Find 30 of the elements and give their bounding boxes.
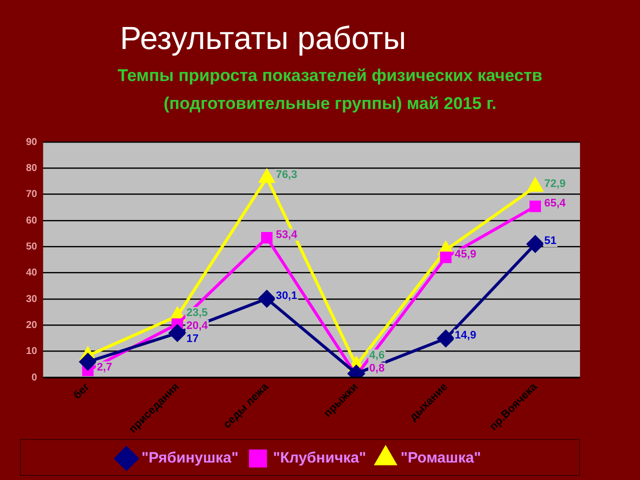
legend-label: "Рябинушка" <box>141 450 238 467</box>
data-label: 17 <box>186 333 199 346</box>
y-tick-label: 40 <box>26 268 38 279</box>
y-tick-label: 50 <box>26 241 38 252</box>
chart-title: Результаты работы <box>120 20 406 57</box>
data-label: 45,9 <box>454 248 476 260</box>
y-tick-label: 0 <box>32 372 38 384</box>
data-label: 30,1 <box>276 290 298 302</box>
data-label: 65,4 <box>544 197 567 210</box>
data-label: 76,3 <box>276 168 298 181</box>
data-label: 4,6 <box>369 350 385 362</box>
y-tick-label: 30 <box>26 294 38 305</box>
chart-subtitle: Темпы прироста показателей физических качеств (подготовительные группы) май 2015 г. <box>116 65 544 115</box>
y-tick-label: 70 <box>26 189 38 200</box>
y-tick-label: 60 <box>26 215 38 226</box>
y-tick-label: 90 <box>26 136 38 148</box>
data-label: 2,7 <box>96 361 112 374</box>
y-tick-label: 20 <box>26 320 38 331</box>
y-tick-label: 10 <box>26 346 38 358</box>
data-label: 14,9 <box>454 330 476 342</box>
data-label: 51 <box>544 235 557 248</box>
legend-label: "Клубничка" <box>272 450 366 467</box>
data-label: 20,4 <box>186 320 209 332</box>
data-label: 0,8 <box>369 362 385 375</box>
data-label: 53,4 <box>276 228 298 241</box>
x-tick-label: бег <box>71 380 92 402</box>
y-tick-label: 80 <box>26 162 38 174</box>
legend-label: "Ромашка" <box>400 450 482 467</box>
data-label: 72,9 <box>544 178 566 190</box>
data-label: 23,5 <box>186 307 208 320</box>
